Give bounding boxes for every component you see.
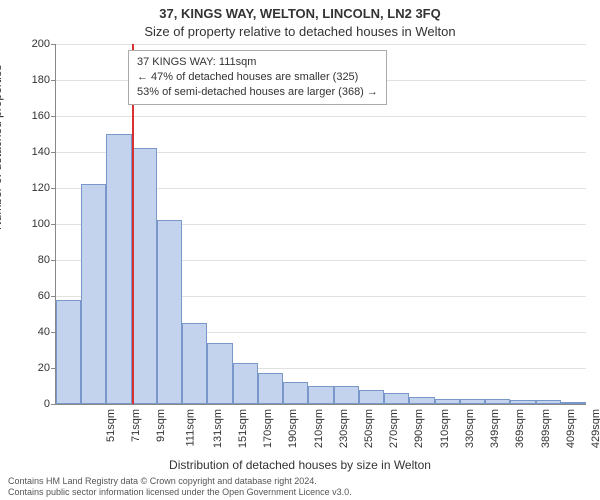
chart-title: 37, KINGS WAY, WELTON, LINCOLN, LN2 3FQ <box>0 6 600 21</box>
chart-container: 37, KINGS WAY, WELTON, LINCOLN, LN2 3FQ … <box>0 0 600 500</box>
x-tick-label: 429sqm <box>590 409 600 448</box>
y-tick-label: 120 <box>22 182 50 194</box>
y-tick-mark <box>51 224 55 225</box>
x-tick-label: 170sqm <box>262 409 274 448</box>
bar <box>182 323 207 404</box>
bar <box>132 148 157 404</box>
footer-line-1: Contains HM Land Registry data © Crown c… <box>8 476 592 487</box>
x-tick-label: 409sqm <box>565 409 577 448</box>
gridline <box>56 44 586 45</box>
y-tick-label: 20 <box>22 362 50 374</box>
bar <box>308 386 333 404</box>
x-tick-label: 111sqm <box>185 409 197 447</box>
y-axis-label: Number of detached properties <box>0 65 4 230</box>
footer-attribution: Contains HM Land Registry data © Crown c… <box>8 476 592 498</box>
annotation-line-3: 53% of semi-detached houses are larger (… <box>137 85 378 100</box>
x-tick-label: 310sqm <box>439 409 451 448</box>
footer-line-2: Contains public sector information licen… <box>8 487 592 498</box>
x-tick-label: 369sqm <box>515 409 527 448</box>
y-tick-mark <box>51 152 55 153</box>
x-tick-label: 190sqm <box>287 409 299 448</box>
x-tick-label: 51sqm <box>105 409 117 442</box>
annotation-box: 37 KINGS WAY: 111sqm ← 47% of detached h… <box>128 50 387 105</box>
bar <box>233 363 258 404</box>
bar <box>485 399 510 404</box>
x-tick-label: 210sqm <box>313 409 325 448</box>
y-tick-label: 0 <box>22 398 50 410</box>
bar <box>334 386 359 404</box>
y-tick-mark <box>51 80 55 81</box>
x-tick-label: 290sqm <box>414 409 426 448</box>
bar <box>359 390 384 404</box>
y-tick-label: 80 <box>22 254 50 266</box>
y-tick-label: 160 <box>22 110 50 122</box>
bar <box>258 373 283 404</box>
y-tick-mark <box>51 332 55 333</box>
y-tick-label: 40 <box>22 326 50 338</box>
bar <box>106 134 131 404</box>
y-tick-label: 140 <box>22 146 50 158</box>
bar <box>510 400 535 404</box>
y-tick-label: 60 <box>22 290 50 302</box>
annotation-line-1: 37 KINGS WAY: 111sqm <box>137 55 378 70</box>
y-tick-mark <box>51 404 55 405</box>
x-axis-label: Distribution of detached houses by size … <box>0 458 600 472</box>
bar <box>536 400 561 404</box>
y-tick-mark <box>51 188 55 189</box>
bar <box>283 382 308 404</box>
x-tick-label: 71sqm <box>130 409 142 442</box>
bar <box>409 397 434 404</box>
bar <box>56 300 81 404</box>
x-tick-label: 91sqm <box>155 409 167 442</box>
gridline <box>56 116 586 117</box>
y-tick-mark <box>51 44 55 45</box>
y-tick-label: 100 <box>22 218 50 230</box>
bar <box>81 184 106 404</box>
x-tick-label: 270sqm <box>388 409 400 448</box>
x-tick-label: 250sqm <box>363 409 375 448</box>
bar <box>561 402 586 404</box>
x-tick-label: 131sqm <box>212 409 224 448</box>
y-tick-label: 180 <box>22 74 50 86</box>
x-tick-label: 230sqm <box>338 409 350 448</box>
y-tick-mark <box>51 116 55 117</box>
x-tick-label: 349sqm <box>489 409 501 448</box>
x-tick-label: 151sqm <box>237 409 249 448</box>
y-tick-mark <box>51 296 55 297</box>
x-tick-label: 389sqm <box>540 409 552 448</box>
bar <box>207 343 232 404</box>
bar <box>157 220 182 404</box>
y-tick-label: 200 <box>22 38 50 50</box>
bar <box>384 393 409 404</box>
bar <box>435 399 460 404</box>
bar <box>460 399 485 404</box>
y-tick-mark <box>51 260 55 261</box>
y-tick-mark <box>51 368 55 369</box>
chart-subtitle: Size of property relative to detached ho… <box>0 24 600 39</box>
annotation-line-2: ← 47% of detached houses are smaller (32… <box>137 70 378 85</box>
x-tick-label: 330sqm <box>464 409 476 448</box>
